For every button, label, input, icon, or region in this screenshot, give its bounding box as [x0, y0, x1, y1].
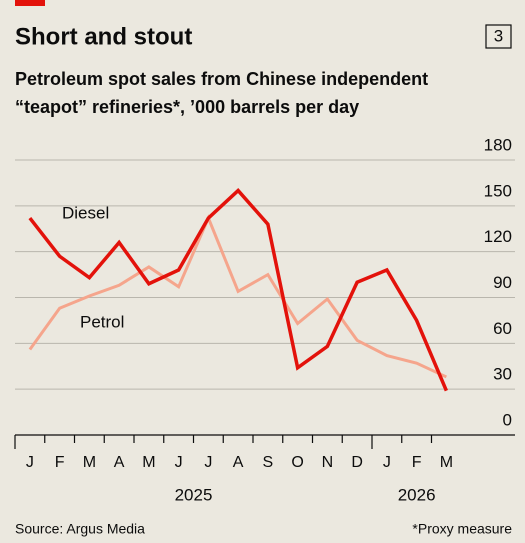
y-tick-label: 120: [484, 227, 512, 246]
line: [28, 188, 448, 392]
x-tick-label: J: [26, 454, 34, 471]
x-tick-label: J: [204, 454, 212, 471]
y-tick-label: 60: [493, 319, 512, 338]
y-tick-label: 150: [484, 181, 512, 200]
chart-number-box: [485, 24, 512, 49]
chart-number: 3: [494, 26, 503, 45]
x-tick-label: J: [175, 454, 183, 471]
y-tick-label: 90: [493, 273, 512, 292]
x-tick-label: A: [233, 454, 244, 471]
x-tick-label: M: [142, 454, 155, 471]
series-label: Petrol: [80, 312, 124, 331]
red-tag: [15, 0, 45, 6]
x-tick-label: M: [440, 454, 453, 471]
note: *Proxy measure: [412, 521, 512, 537]
x-tick-label: A: [114, 454, 125, 471]
x-tick-label: M: [83, 454, 96, 471]
x-tick-label: S: [263, 454, 274, 471]
subtitle: “teapot” refineries*, ’000 barrels per d…: [15, 97, 359, 117]
chart-title: Short and stout: [15, 23, 192, 50]
year-label: 2026: [398, 485, 436, 504]
year-label: 2025: [175, 485, 213, 504]
series-label: Diesel: [62, 203, 109, 222]
y-tick-label: 0: [503, 410, 512, 429]
x-tick-label: D: [351, 454, 363, 471]
line: [28, 214, 448, 379]
x-tick-label: O: [291, 454, 303, 471]
x-tick-label: J: [383, 454, 391, 471]
source: Source: Argus Media: [15, 521, 145, 537]
y-tick-label: 30: [493, 365, 512, 384]
y-tick-label: 180: [484, 135, 512, 154]
x-tick-label: F: [55, 454, 65, 471]
subtitle: Petroleum spot sales from Chinese indepe…: [15, 69, 428, 89]
x-tick-label: F: [412, 454, 422, 471]
x-tick-label: N: [322, 454, 334, 471]
